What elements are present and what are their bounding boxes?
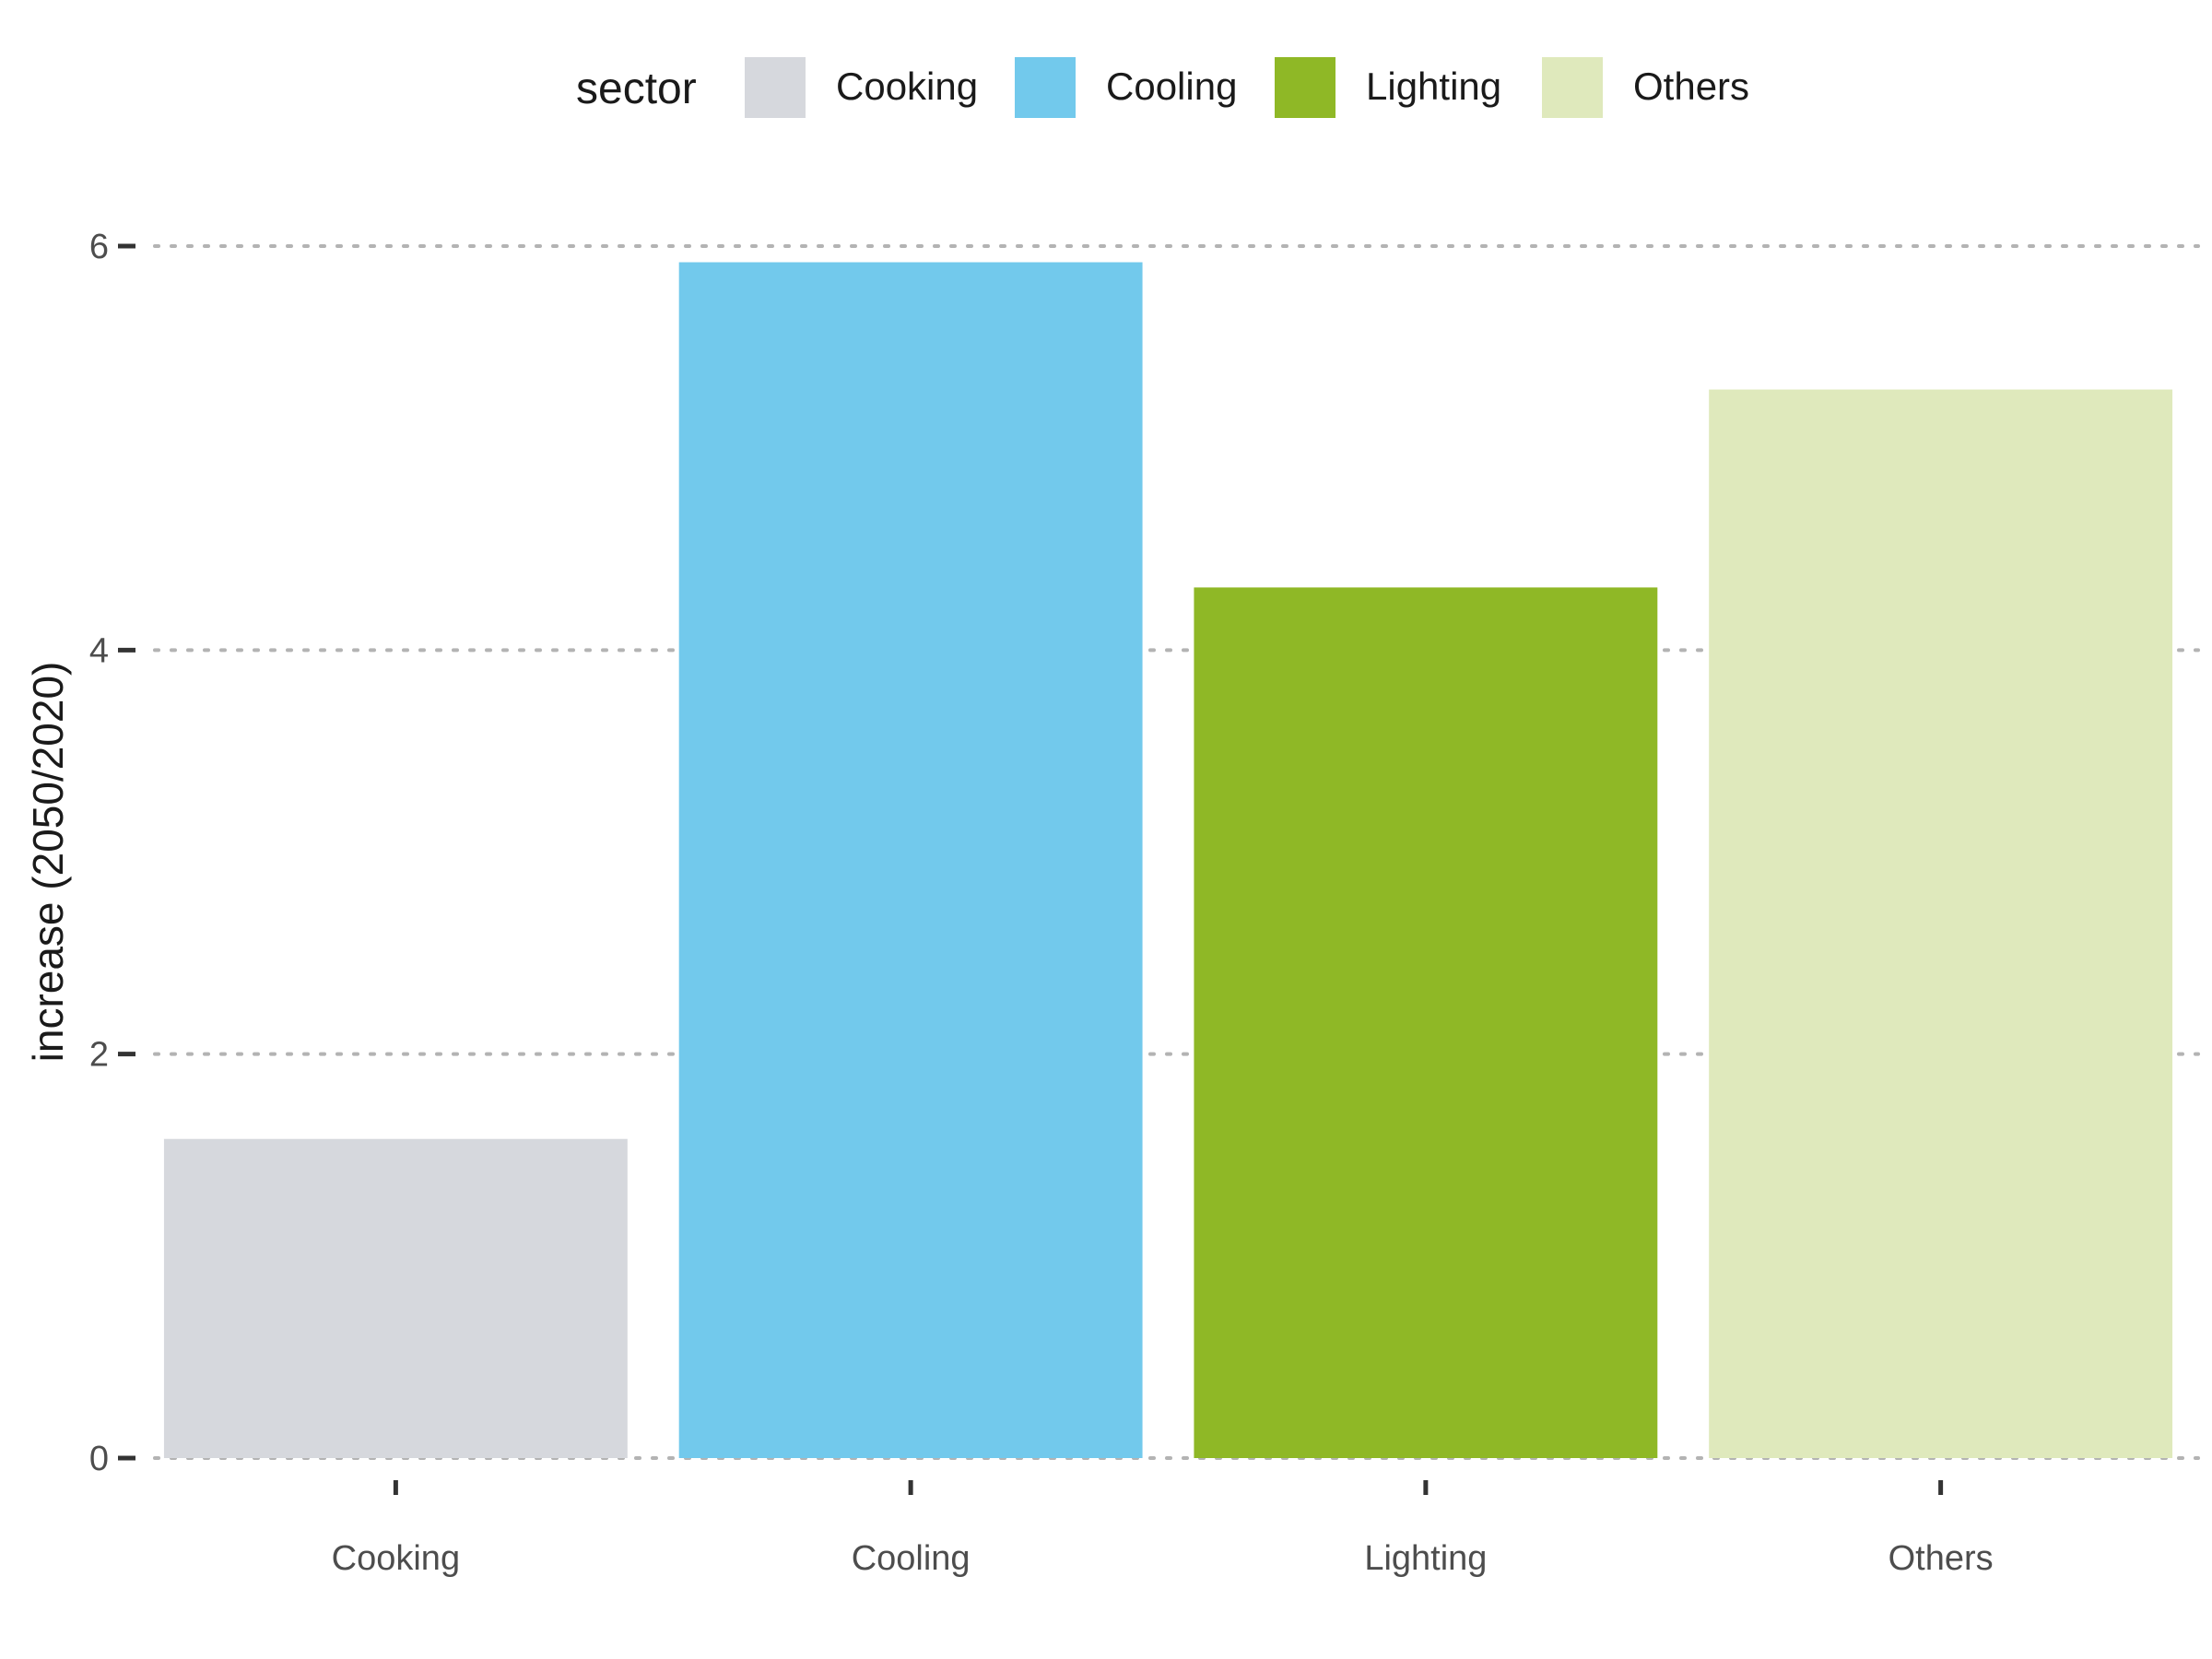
- x-tick-label-cooking: Cooking: [332, 1539, 460, 1578]
- legend-key-cooking: [745, 57, 806, 118]
- legend-key-others: [1542, 57, 1603, 118]
- y-tick-label-6: 6: [89, 228, 109, 266]
- x-tick-label-cooling: Cooling: [852, 1539, 971, 1578]
- x-axis: Cooking Cooling Lighting Others: [332, 1480, 1994, 1578]
- legend-label-others: Others: [1633, 65, 1749, 108]
- y-axis-title: increase (2050/2020): [24, 662, 72, 1063]
- bar-lighting: [1194, 587, 1658, 1458]
- bar-others: [1709, 389, 2173, 1458]
- y-axis: 0 2 4 6: [89, 228, 135, 1478]
- legend-label-lighting: Lighting: [1366, 65, 1501, 108]
- legend-label-cooling: Cooling: [1106, 65, 1237, 108]
- legend-key-lighting: [1275, 57, 1335, 118]
- y-tick-label-4: 4: [89, 631, 109, 670]
- x-tick-label-lighting: Lighting: [1364, 1539, 1487, 1578]
- y-tick-label-2: 2: [89, 1036, 109, 1075]
- legend-label-cooking: Cooking: [836, 65, 978, 108]
- bars: [163, 262, 2173, 1458]
- y-tick-label-0: 0: [89, 1440, 109, 1478]
- legend: sector Cooking Cooling Lighting Others: [576, 57, 1749, 118]
- legend-key-cooling: [1015, 57, 1076, 118]
- bar-cooling: [678, 262, 1143, 1458]
- bar-cooking: [163, 1138, 628, 1458]
- legend-title: sector: [576, 65, 697, 113]
- x-tick-label-others: Others: [1888, 1539, 1994, 1578]
